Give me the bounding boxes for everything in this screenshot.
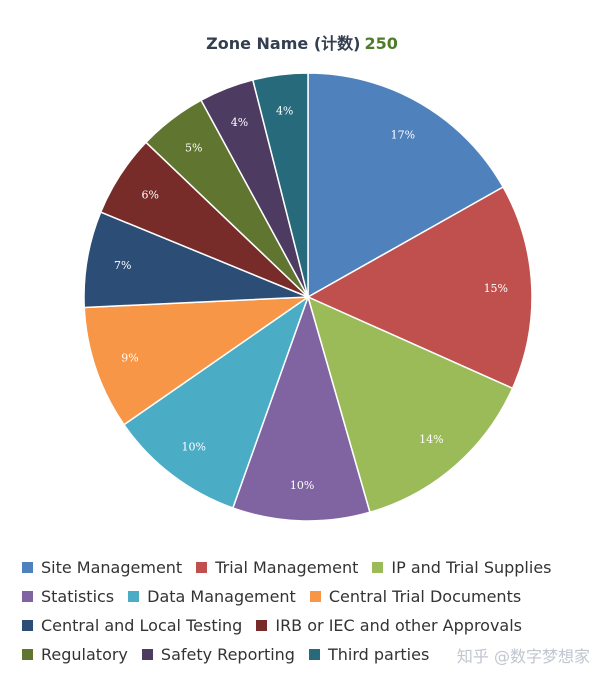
legend-item[interactable]: Third parties [308,645,430,664]
legend-label: IP and Trial Supplies [391,558,552,577]
legend-row-2: Central and Local Testing IRB or IEC and … [22,611,602,640]
slice-label-2: 14% [419,433,443,446]
title-text: Zone Name (计数) [206,34,361,53]
legend-row-0: Site Management Trial Management IP and Tr… [22,553,602,582]
legend-item[interactable]: Central and Local Testing [22,616,242,635]
legend-item[interactable]: Site Management [22,558,182,577]
legend-label: Safety Reporting [160,645,295,664]
watermark: 知乎 @数字梦想家 [456,647,590,666]
legend-item[interactable]: Central Trial Documents [309,587,522,606]
legend-swatch [309,591,321,602]
slice-label-7: 6% [142,189,159,202]
slice-label-9: 4% [231,116,248,129]
legend-swatch [22,591,33,602]
chart-title: Zone Name (计数) 250 [0,30,604,54]
slice-label-10: 4% [276,104,293,117]
legend-swatch [22,649,33,660]
pie-slice-3[interactable] [231,294,371,522]
pie-slice-2[interactable] [306,295,514,514]
legend-item[interactable]: Data Management [128,587,296,606]
legend-label: Regulatory [41,645,128,664]
legend-item[interactable]: Regulatory [22,645,128,664]
legend-item[interactable]: IP and Trial Supplies [372,558,552,577]
pie-slice-10[interactable] [251,72,309,298]
slice-label-3: 10% [290,479,314,492]
legend-label: Third parties [327,645,430,664]
legend: Site Management Trial Management IP and Tr… [22,553,602,669]
pie-chart: 17% 15% 14% 10% 10% 9% 7% 6% 5% 4% 4% [83,72,533,522]
legend-swatch [196,562,208,573]
legend-swatch [22,562,33,573]
slice-label-6: 7% [114,259,131,272]
legend-label: Central Trial Documents [328,587,522,606]
pie-slice-4[interactable] [122,295,310,509]
slice-label-1: 15% [484,282,508,295]
pie-slice-5[interactable] [83,296,311,426]
slice-label-0: 17% [391,129,415,142]
total-count: 250 [364,34,398,53]
legend-label: Central and Local Testing [41,616,243,635]
slice-label-8: 5% [185,142,202,155]
pie-slice-1[interactable] [306,185,533,390]
pie-slice-0[interactable] [307,72,505,299]
legend-swatch [308,649,320,660]
legend-item[interactable]: Statistics [22,587,114,606]
legend-row-3: Regulatory Safety Reporting Third parties [22,640,602,669]
legend-swatch [22,620,33,631]
legend-label: IRB or IEC and other Approvals [275,616,523,635]
legend-swatch [372,562,384,573]
slice-label-4: 10% [182,440,206,453]
legend-swatch [256,620,268,631]
legend-item[interactable]: Safety Reporting [141,645,295,664]
legend-row-1: Statistics Data Management Central Trial D… [22,582,602,611]
legend-swatch [141,649,153,660]
legend-label: Site Management [41,558,183,577]
slice-label-5: 9% [121,351,138,364]
legend-label: Statistics [41,587,115,606]
legend-item[interactable]: IRB or IEC and other Approvals [256,616,522,635]
legend-label: Data Management [147,587,296,606]
legend-label: Trial Management [215,558,359,577]
legend-swatch [128,591,140,602]
legend-item[interactable]: Trial Management [196,558,358,577]
